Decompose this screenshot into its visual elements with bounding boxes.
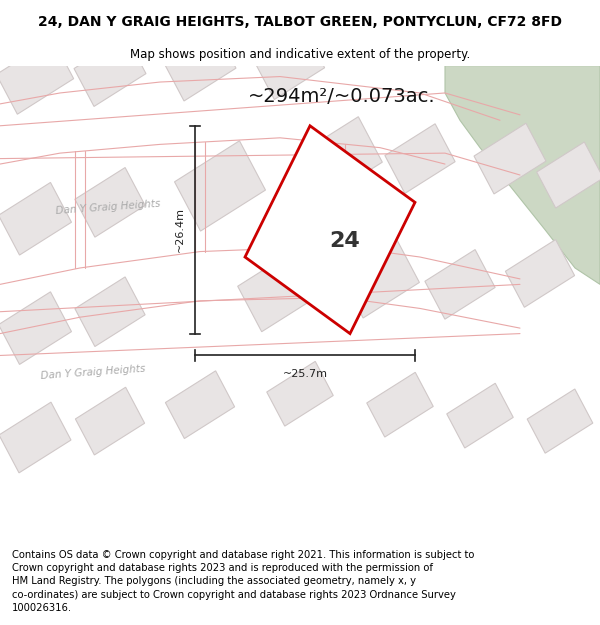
- Text: ~25.7m: ~25.7m: [283, 369, 328, 379]
- Text: Map shows position and indicative extent of the property.: Map shows position and indicative extent…: [130, 48, 470, 61]
- Polygon shape: [505, 239, 575, 308]
- Polygon shape: [447, 383, 513, 448]
- Polygon shape: [175, 141, 265, 231]
- Polygon shape: [341, 240, 419, 318]
- Polygon shape: [0, 402, 71, 473]
- Text: 24: 24: [329, 231, 361, 251]
- Polygon shape: [527, 389, 593, 453]
- Text: Dan Y Graig Heights: Dan Y Graig Heights: [55, 199, 160, 216]
- Polygon shape: [245, 126, 415, 334]
- Polygon shape: [256, 32, 325, 99]
- Polygon shape: [164, 30, 236, 101]
- Polygon shape: [74, 36, 146, 106]
- Polygon shape: [0, 182, 71, 255]
- Polygon shape: [445, 66, 600, 284]
- Polygon shape: [76, 388, 145, 455]
- Polygon shape: [166, 371, 235, 439]
- Text: 24, DAN Y GRAIG HEIGHTS, TALBOT GREEN, PONTYCLUN, CF72 8FD: 24, DAN Y GRAIG HEIGHTS, TALBOT GREEN, P…: [38, 15, 562, 29]
- Polygon shape: [425, 249, 495, 319]
- Text: Contains OS data © Crown copyright and database right 2021. This information is : Contains OS data © Crown copyright and d…: [12, 550, 475, 612]
- Polygon shape: [267, 361, 333, 426]
- Polygon shape: [238, 248, 322, 332]
- Polygon shape: [0, 39, 74, 114]
- Polygon shape: [75, 168, 145, 237]
- Polygon shape: [0, 292, 71, 364]
- Polygon shape: [385, 124, 455, 193]
- Polygon shape: [367, 372, 433, 437]
- Polygon shape: [75, 277, 145, 346]
- Text: ~294m²/~0.073ac.: ~294m²/~0.073ac.: [248, 87, 436, 106]
- Text: Dan Y Graig Heights: Dan Y Graig Heights: [40, 363, 145, 381]
- Polygon shape: [298, 117, 382, 201]
- Polygon shape: [474, 123, 546, 194]
- Polygon shape: [536, 142, 600, 208]
- Text: ~26.4m: ~26.4m: [175, 208, 185, 252]
